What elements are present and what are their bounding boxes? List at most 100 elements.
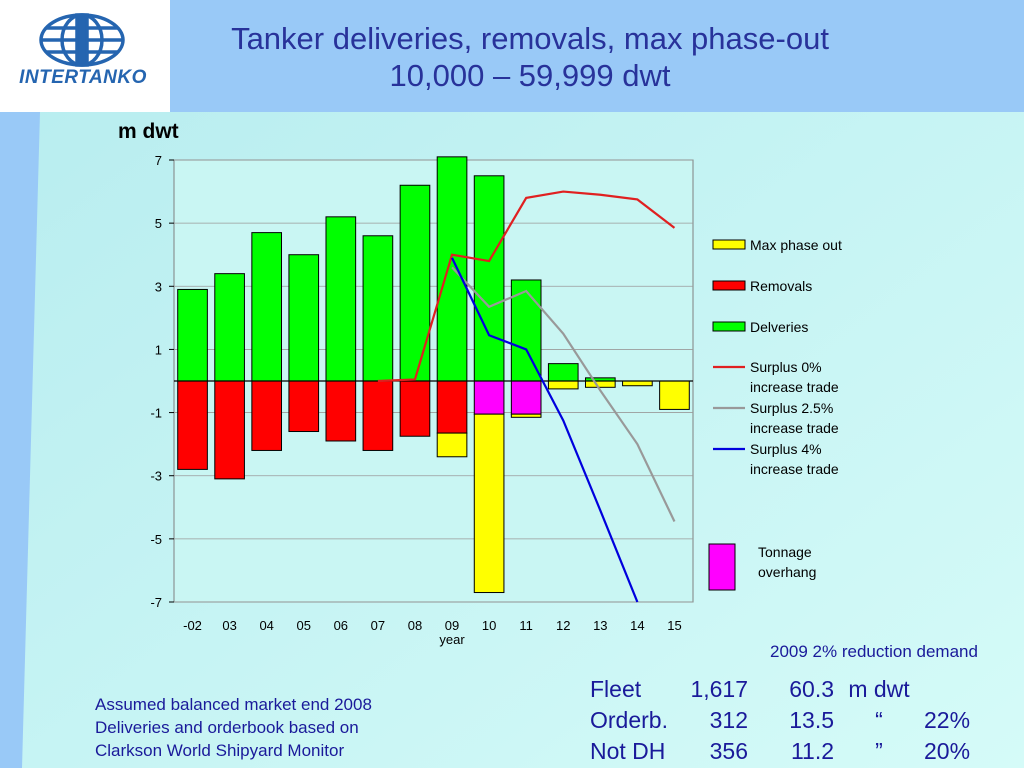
stats-count: 312	[709, 707, 748, 733]
stats-row: Fleet 1,617 60.3 m dwt	[585, 674, 975, 705]
stats-count: 1,617	[690, 676, 748, 702]
legend-tonnage-overhang-label-2: overhang	[758, 564, 816, 580]
bar-max-phase-out	[436, 432, 468, 458]
stats-unit: “	[875, 707, 883, 733]
bar-deliveries	[547, 363, 579, 382]
legend-surplus-0-increase-trade-label: Surplus 0%	[750, 359, 822, 375]
y-tick-label: 5	[155, 216, 162, 231]
bar-tonnage-overhang	[510, 380, 542, 415]
bar-deliveries	[288, 254, 320, 382]
bar-deliveries	[362, 235, 394, 382]
bar-removals	[214, 380, 245, 480]
bar-tonnage-overhang	[473, 380, 505, 415]
assumptions-note: Assumed balanced market end 2008 Deliver…	[95, 693, 372, 762]
stats-count: 356	[709, 738, 748, 764]
line-surplus-4-increase-trade	[451, 257, 639, 603]
legend-surplus-2-5-increase-trade-label: Surplus 2.5%	[750, 400, 833, 416]
bar-deliveries	[177, 288, 208, 382]
x-tick-label: 15	[667, 618, 681, 633]
logo-text: INTERTANKO	[19, 67, 147, 88]
stats-label: Fleet	[590, 676, 642, 702]
legend-removals-label: Removals	[750, 278, 812, 294]
y-tick-label: -7	[150, 595, 162, 610]
bar-removals	[436, 380, 468, 434]
note-line-2: Deliveries and orderbook based on	[95, 718, 359, 737]
note-line-1: Assumed balanced market end 2008	[95, 695, 372, 714]
globe-icon	[39, 13, 125, 67]
bar-max-phase-out	[659, 380, 690, 410]
logo: INTERTANKO	[0, 0, 170, 112]
legend-surplus-0-increase-trade-label-2: increase trade	[750, 379, 839, 395]
stats-table: Fleet 1,617 60.3 m dwt Orderb. 312 13.5 …	[585, 674, 975, 767]
bar-removals	[399, 380, 431, 437]
y-tick-label: 7	[155, 153, 162, 168]
bar-deliveries	[251, 232, 283, 382]
stats-pct	[919, 674, 975, 705]
bar-deliveries	[473, 175, 505, 382]
bar-deliveries	[325, 216, 357, 382]
legend-delveries-swatch	[712, 321, 746, 332]
stats-unit: m dwt	[848, 676, 910, 702]
stats-value: 60.3	[789, 676, 834, 702]
bar-max-phase-out	[584, 380, 616, 388]
y-tick-label: -3	[150, 469, 162, 484]
y-tick-label: -5	[150, 532, 162, 547]
stats-row: Not DH 356 11.2 ” 20%	[585, 736, 975, 767]
left-band	[0, 112, 40, 768]
bar-max-phase-out	[547, 380, 579, 390]
x-tick-label: 13	[593, 618, 607, 633]
stats-value: 13.5	[789, 707, 834, 733]
x-tick-label: 09	[445, 618, 459, 633]
unit-label: m dwt	[118, 120, 179, 143]
bar-removals	[325, 380, 357, 442]
bar-max-phase-out	[622, 380, 653, 387]
title-line-2: 10,000 – 59,999 dwt	[389, 58, 671, 93]
x-axis-label: year	[439, 632, 465, 647]
x-tick-label: 04	[259, 618, 273, 633]
bar-deliveries	[510, 279, 542, 382]
y-tick-label: -1	[150, 406, 162, 421]
slide-title: Tanker deliveries, removals, max phase-o…	[210, 20, 850, 94]
bar-removals	[177, 380, 208, 470]
x-tick-label: 08	[408, 618, 422, 633]
stats-row: Orderb. 312 13.5 “ 22%	[585, 705, 975, 736]
x-tick-label: 03	[222, 618, 236, 633]
legend-surplus-4-increase-trade-label-2: increase trade	[750, 461, 839, 477]
bar-max-phase-out	[510, 413, 542, 418]
legend-max-phase-out-swatch	[712, 239, 746, 250]
bar-removals	[288, 380, 320, 433]
stats-pct: 22%	[924, 707, 971, 733]
line-surplus-0-increase-trade	[377, 190, 676, 383]
x-tick-label: 07	[371, 618, 385, 633]
stats-label: Orderb.	[590, 707, 668, 733]
x-tick-label: 06	[334, 618, 348, 633]
y-tick-label: 3	[155, 279, 162, 294]
bar-removals	[251, 380, 283, 451]
x-tick-label: 14	[630, 618, 644, 633]
reduction-note: 2009 2% reduction demand	[770, 642, 978, 661]
x-tick-label: 10	[482, 618, 496, 633]
x-tick-label: 12	[556, 618, 570, 633]
stats-value: 11.2	[790, 738, 834, 764]
legend-delveries-label: Delveries	[750, 319, 808, 335]
x-tick-label: 05	[297, 618, 311, 633]
y-tick-label: 1	[155, 342, 162, 357]
legend-tonnage-overhang-label: Tonnage	[758, 544, 812, 560]
legend-removals-swatch	[712, 280, 746, 291]
bar-deliveries	[214, 273, 245, 382]
stats-pct: 20%	[924, 738, 971, 764]
bar-deliveries	[399, 184, 431, 382]
stats-label: Not DH	[590, 738, 666, 764]
legend-surplus-2-5-increase-trade-label-2: increase trade	[750, 420, 839, 436]
bar-max-phase-out	[473, 413, 505, 594]
title-line-1: Tanker deliveries, removals, max phase-o…	[231, 21, 829, 56]
legend-max-phase-out-label: Max phase out	[750, 237, 842, 253]
legend-tonnage-overhang-swatch	[708, 543, 736, 591]
note-line-3: Clarkson World Shipyard Monitor	[95, 741, 345, 760]
x-tick-label: -02	[183, 618, 202, 633]
header-band	[0, 0, 1024, 112]
line-surplus-2-5-increase-trade	[451, 266, 676, 522]
stats-unit: ”	[875, 738, 883, 764]
